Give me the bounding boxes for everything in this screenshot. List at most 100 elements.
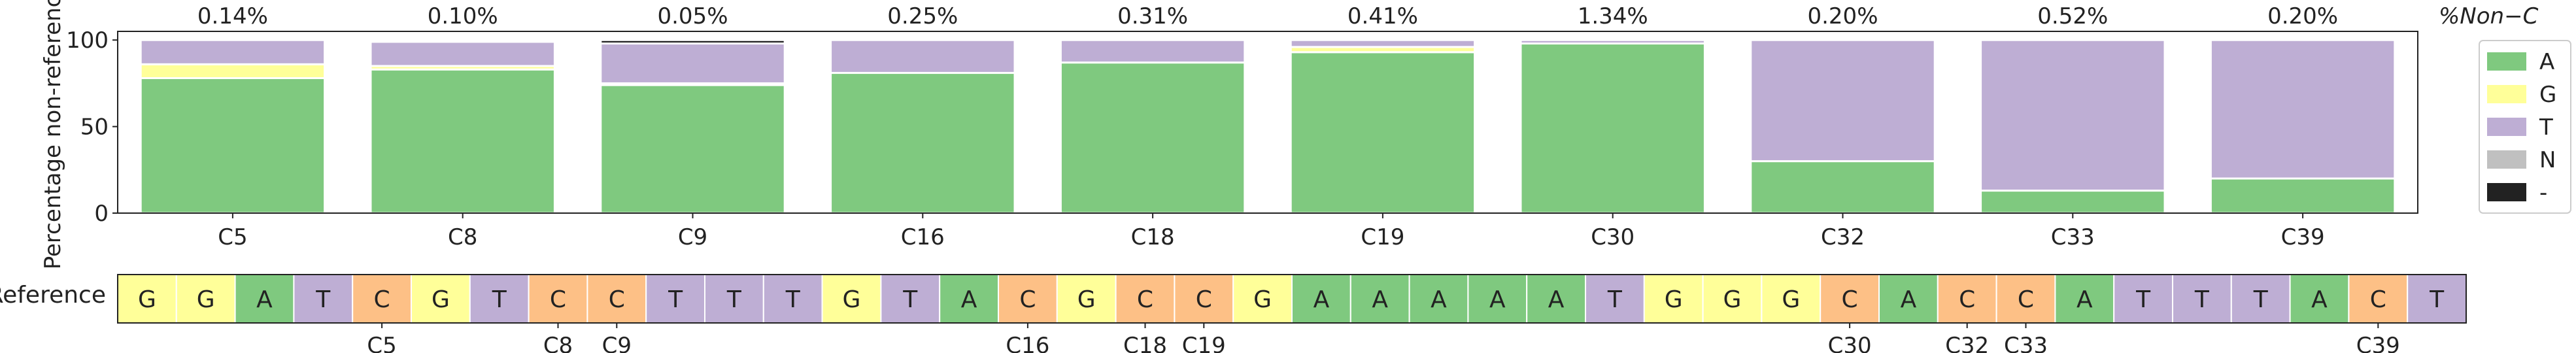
bar-segment-A-C18	[1059, 61, 1246, 214]
reference-base: C	[1137, 286, 1153, 313]
reference-frame	[117, 274, 2467, 324]
reference-position-label: C9	[602, 333, 632, 353]
legend-swatch-N	[2487, 150, 2526, 169]
reference-cell	[1585, 274, 1645, 324]
x-tick-label: C30	[1591, 224, 1635, 250]
reference-base: C	[1196, 286, 1212, 313]
reference-base: C	[550, 286, 566, 313]
reference-cell	[1174, 274, 1234, 324]
bar-segment-T-C39	[2209, 39, 2396, 180]
reference-base: A	[1372, 286, 1388, 313]
bar-segment-N-C8	[369, 39, 556, 43]
bar-segment-A-C30	[1519, 42, 1706, 214]
legend-swatch-gap	[2487, 183, 2526, 201]
x-tick-label: C39	[2281, 224, 2325, 250]
reference-base: A	[1489, 286, 1506, 313]
reference-base: T	[2194, 286, 2210, 313]
reference-cell	[880, 274, 941, 324]
bar-segment-T-C16	[830, 39, 1016, 75]
legend-label: T	[2539, 114, 2553, 141]
reference-base: T	[492, 286, 507, 313]
bar-segment-T-C9	[600, 42, 786, 84]
reference-base: C	[1959, 286, 1975, 313]
reference-base: A	[961, 286, 977, 313]
reference-base: C	[1842, 286, 1858, 313]
reference-base: C	[609, 286, 625, 313]
reference-base: C	[374, 286, 390, 313]
reference-cell	[762, 274, 823, 324]
reference-base: T	[315, 286, 331, 313]
reference-cell	[2113, 274, 2173, 324]
reference-position-label: C30	[1828, 333, 1872, 353]
bar-segment-T-C8	[369, 41, 556, 67]
reference-base: A	[1901, 286, 1917, 313]
legend-swatch-G	[2487, 85, 2526, 103]
reference-base: T	[2429, 286, 2445, 313]
plot-frame	[117, 31, 2418, 214]
reference-cell	[1761, 274, 1822, 324]
reference-cell	[1643, 274, 1704, 324]
bar-segment-T-C32	[1750, 39, 1936, 163]
reference-base: T	[785, 286, 801, 313]
legend-label: A	[2539, 49, 2554, 75]
bar-segment-T-C30	[1519, 39, 1706, 45]
reference-base: A	[1548, 286, 1565, 313]
bar-segment-A-C16	[830, 72, 1016, 214]
bar-segment-A-C19	[1289, 51, 1476, 214]
top-tick-label: 0.25%	[887, 3, 958, 29]
reference-base: G	[843, 286, 861, 313]
x-tick-label: C33	[2051, 224, 2095, 250]
x-tick-label: C32	[1821, 224, 1865, 250]
bar-segment-A-C5	[139, 76, 326, 214]
legend-label: N	[2539, 147, 2556, 173]
reference-base: T	[668, 286, 683, 313]
reference-base: G	[1077, 286, 1096, 313]
reference-position-label: C5	[367, 333, 396, 353]
bar-segment-gap-C9	[600, 39, 786, 45]
reference-position-label: C19	[1182, 333, 1226, 353]
reference-base: A	[2076, 286, 2093, 313]
top-tick-label: 0.52%	[2037, 3, 2108, 29]
top-tick-label: 0.10%	[428, 3, 498, 29]
top-tick-label: 0.14%	[197, 3, 268, 29]
bar-segment-G-C5	[139, 63, 326, 79]
reference-base: C	[1019, 286, 1036, 313]
reference-base: G	[138, 286, 156, 313]
reference-cell	[1702, 274, 1763, 324]
reference-base: C	[2370, 286, 2386, 313]
top-tick-label: 0.20%	[2267, 3, 2338, 29]
legend-label: -	[2539, 180, 2547, 206]
reference-base: A	[2311, 286, 2328, 313]
reference-base: A	[256, 286, 273, 313]
x-tick-label: C16	[901, 224, 945, 250]
reference-base: T	[2135, 286, 2151, 313]
bar-segment-T-C18	[1059, 39, 1246, 64]
bar-segment-A-C33	[1980, 190, 2166, 214]
reference-position-label: C8	[543, 333, 573, 353]
reference-label: Reference	[0, 282, 106, 309]
reference-cell	[2054, 274, 2115, 324]
reference-position-label: C16	[1006, 333, 1049, 353]
reference-base: C	[2018, 286, 2034, 313]
legend-label: G	[2539, 82, 2556, 108]
top-tick-label: 0.20%	[1807, 3, 1878, 29]
y-axis-label: Percentage non-reference	[40, 0, 66, 269]
top-tick-label: 1.34%	[1578, 3, 1648, 29]
reference-cell	[586, 274, 647, 324]
reference-base: T	[1607, 286, 1623, 313]
reference-base: G	[1723, 286, 1742, 313]
top-tick-label: 0.31%	[1117, 3, 1188, 29]
reference-base: G	[1665, 286, 1683, 313]
legend-swatch-A	[2487, 52, 2526, 71]
bar-segment-T-C19	[1289, 39, 1476, 48]
x-tick-label: C19	[1361, 224, 1404, 250]
reference-base: A	[1431, 286, 1447, 313]
reference-base: G	[432, 286, 450, 313]
reference-cell	[2289, 274, 2350, 324]
y-tick-label: 100	[66, 27, 109, 54]
reference-cell	[1056, 274, 1117, 324]
reference-base: G	[1253, 286, 1272, 313]
